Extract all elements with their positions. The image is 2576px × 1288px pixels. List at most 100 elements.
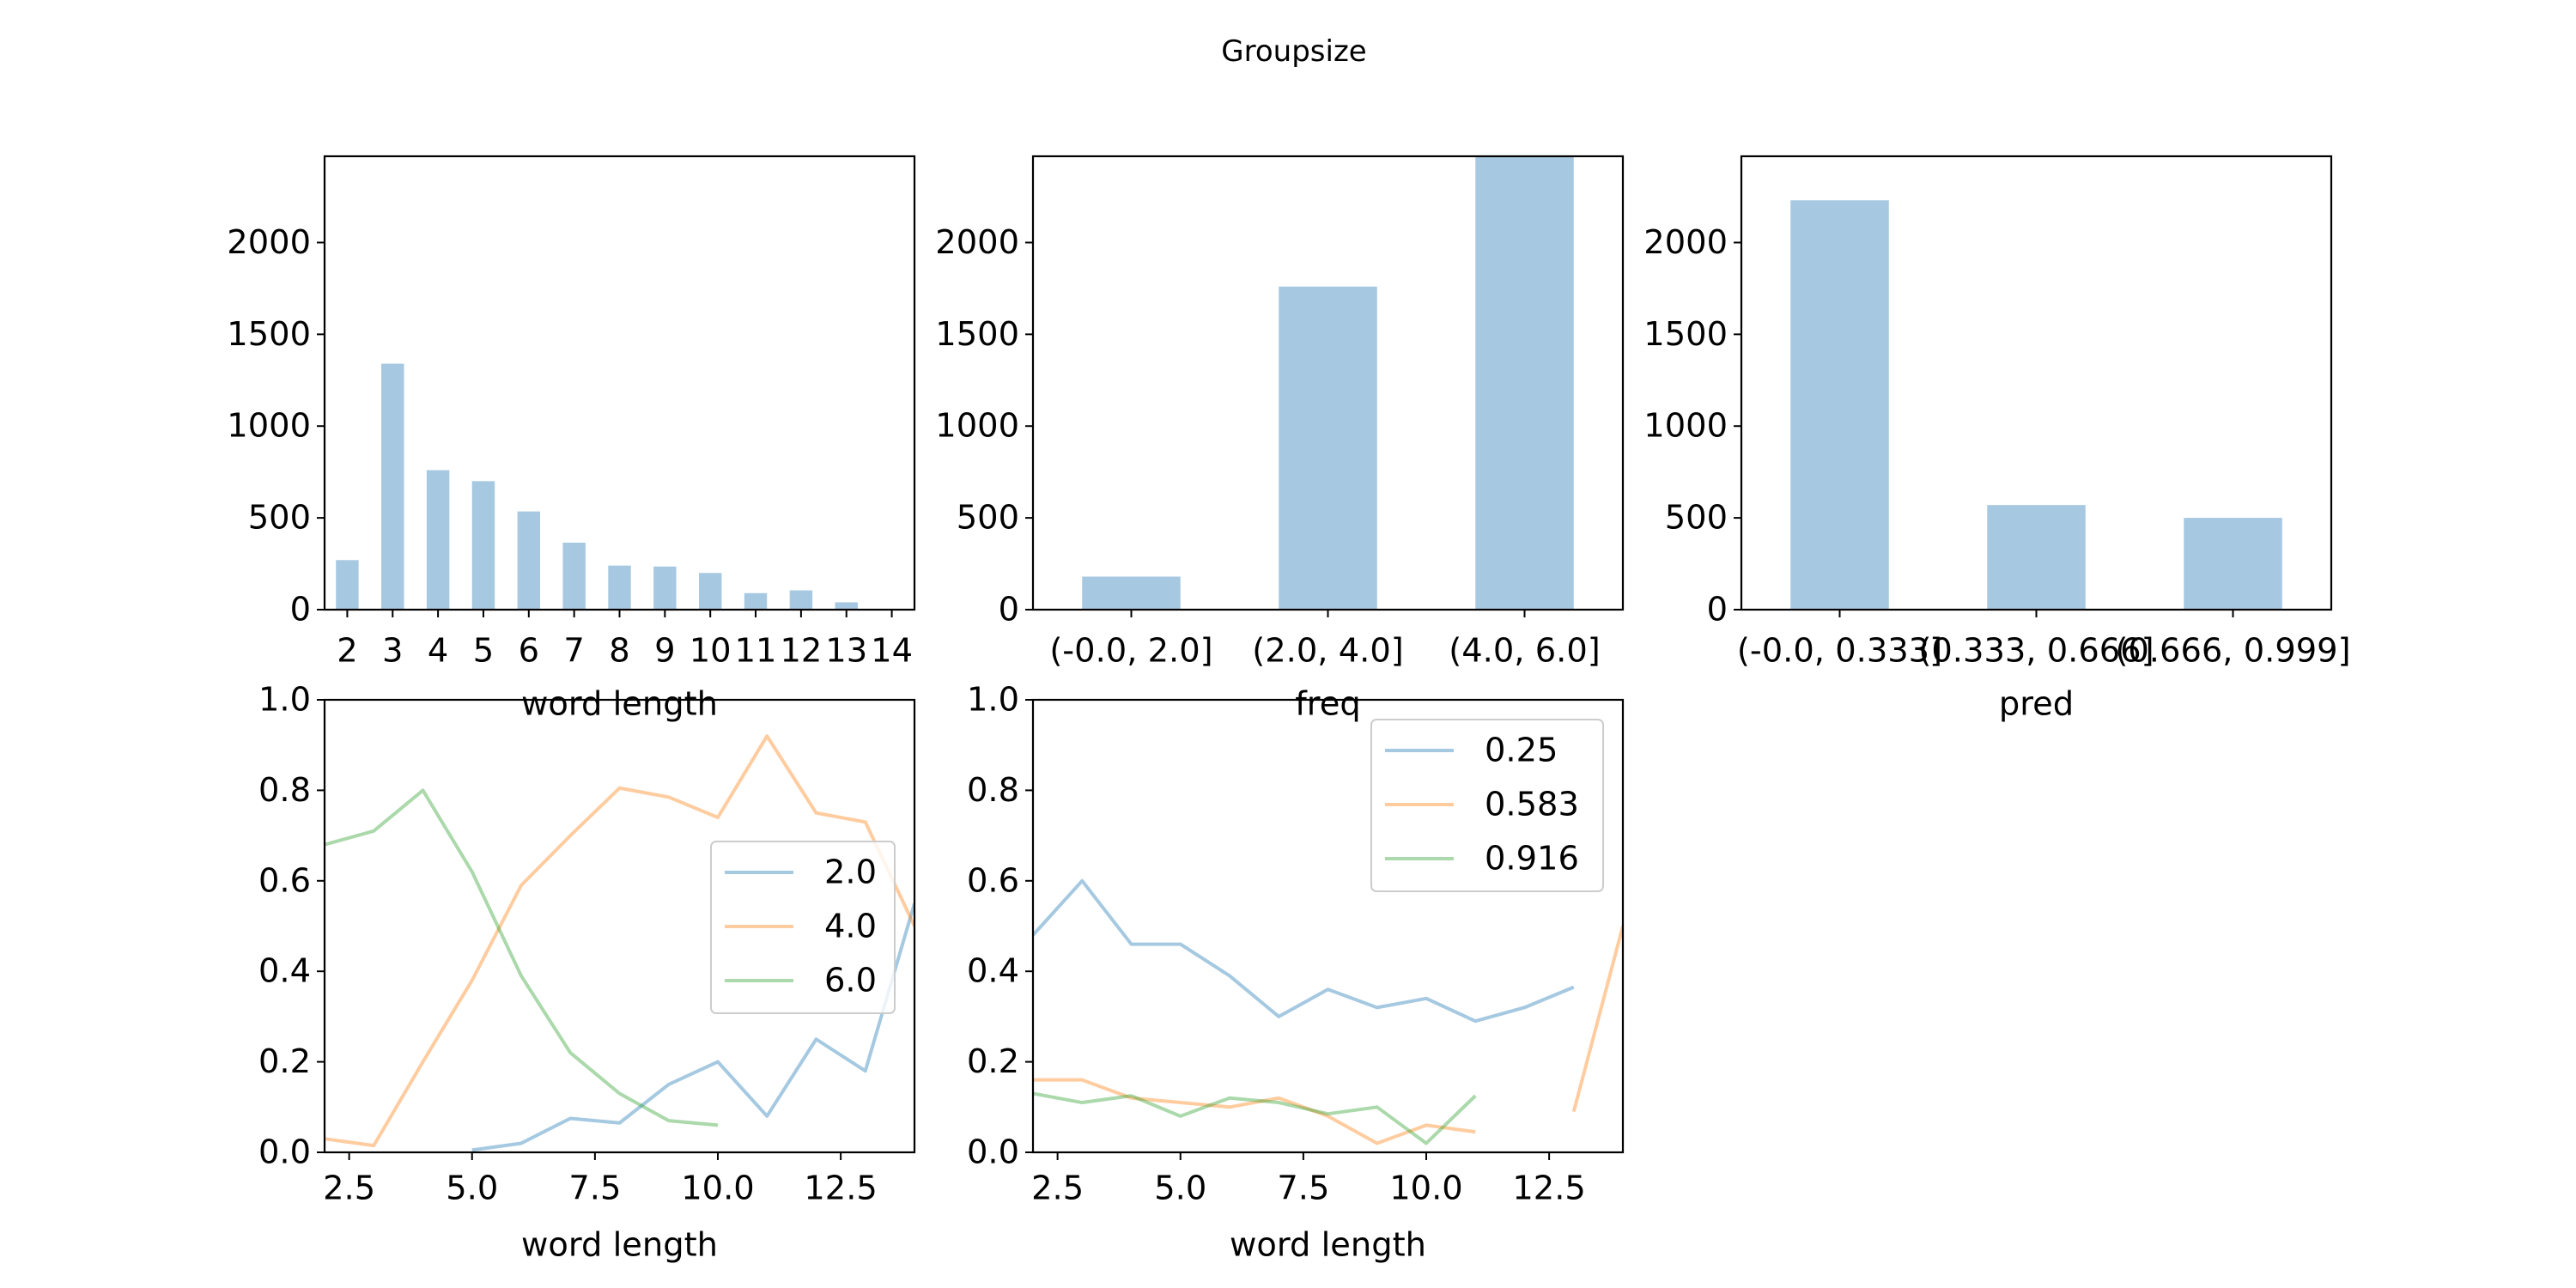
bar-chart-2: 0 500 1000 1500 2000 (-0.0, 2.0] (2.0, 4.0] (4.… — [935, 155, 1625, 724]
bar-(0.333, 0.666] — [1987, 505, 2086, 610]
bar-chart-3: 0 500 1000 1500 2000 (-0.0, 0.333](0.333, 0.6… — [1643, 155, 2351, 724]
y-tick-label: 1000 — [935, 407, 1019, 446]
bar-3 — [381, 363, 404, 610]
bar-(-0.0, 0.333] — [1790, 200, 1889, 610]
bar-chart-1: 0 500 1000 1500 2000 2 3 4 5 6 7 8 9 10 11 12 13 14 word l… — [227, 155, 916, 724]
x-tick-label: 12.5 — [1512, 1170, 1585, 1208]
y-tick-label: 0.2 — [258, 1042, 311, 1081]
x-axis-label: pred — [1999, 685, 2074, 724]
bar-13 — [835, 602, 858, 610]
y-tick-label: 0.4 — [967, 952, 1019, 991]
x-tick-label: 11 — [735, 632, 777, 671]
series-line-0.25 — [1033, 878, 1575, 1024]
series-line-2.0 — [471, 902, 914, 1152]
x-tick-label: 14 — [871, 632, 913, 671]
y-tick-label: 1000 — [1643, 407, 1728, 446]
bar-2 — [336, 560, 359, 610]
bar-(4.0, 6.0] — [1475, 156, 1574, 610]
legend-label-0.583: 0.583 — [1485, 786, 1579, 824]
axes-frame — [323, 698, 916, 1154]
x-tick-label: (-0.0, 2.0] — [1049, 632, 1212, 671]
y-tick-label: 0.6 — [258, 861, 311, 900]
axes-frame — [1031, 698, 1625, 1154]
x-tick-label: 10.0 — [681, 1170, 754, 1208]
bar-(-0.0, 2.0] — [1082, 576, 1181, 610]
x-tick-label: (0.666, 0.999] — [2115, 632, 2350, 671]
y-tick-label: 0.2 — [967, 1042, 1019, 1081]
y-tick-label: 0.0 — [258, 1133, 311, 1172]
y-tick-label: 0.8 — [258, 771, 311, 810]
legend-box — [1370, 719, 1604, 892]
legend: 2.0 4.0 6.0 — [710, 841, 896, 1014]
y-tick-label: 1.0 — [967, 681, 1019, 720]
bars — [336, 363, 858, 610]
y-tick-label: 1000 — [227, 407, 311, 446]
series-lines — [325, 734, 914, 1152]
y-tick-label: 2000 — [227, 223, 311, 262]
legend: 0.25 0.583 0.916 — [1370, 719, 1604, 892]
legend-label-2.0: 2.0 — [824, 854, 877, 892]
series-line-6.0 — [325, 788, 719, 1127]
x-axis-label: word length — [521, 1226, 718, 1265]
series-line-0.583 — [1033, 1078, 1476, 1145]
x-tick-label: 12 — [780, 632, 822, 671]
x-tick-label: 4 — [428, 632, 448, 671]
x-tick-label: 2 — [337, 632, 357, 671]
x-tick-label: 5.0 — [446, 1170, 498, 1208]
x-tick-label: 2.5 — [323, 1170, 375, 1208]
x-tick-label: 9 — [654, 632, 675, 671]
x-tick-label: 7 — [563, 632, 584, 671]
x-tick-label: 6 — [519, 632, 539, 671]
y-tick-label: 1500 — [935, 315, 1019, 354]
y-tick-label: 1500 — [227, 315, 311, 354]
x-tick-label: 5.0 — [1154, 1170, 1206, 1208]
x-axis-label: word length — [521, 685, 718, 724]
bar-12 — [789, 590, 813, 610]
axes-frame — [323, 155, 916, 611]
x-axis-label: freq — [1295, 685, 1360, 724]
bar-4 — [426, 470, 450, 610]
bar-6 — [517, 511, 541, 610]
x-tick-label: 7.5 — [568, 1170, 621, 1208]
line-chart-2: 0.0 0.2 0.4 0.6 0.8 1.0 2.5 5.0 7.5 10.0 12.5 word … — [967, 681, 1625, 1265]
x-tick-label: 13 — [825, 632, 867, 671]
y-tick-label: 2000 — [935, 223, 1019, 262]
bar-7 — [562, 542, 586, 610]
bar-9 — [653, 566, 677, 610]
x-tick-label: 3 — [382, 632, 403, 671]
bar-8 — [608, 565, 631, 610]
y-tick-label: 2000 — [1643, 223, 1728, 262]
series-line-4.0 — [325, 734, 914, 1148]
x-axis-label: word length — [1230, 1226, 1426, 1265]
x-tick-label: 8 — [609, 632, 629, 671]
x-tick-label: (0.333, 0.666] — [1918, 632, 2154, 671]
bar-11 — [744, 592, 768, 610]
y-tick-label: 500 — [957, 499, 1019, 538]
y-tick-label: 1.0 — [258, 681, 311, 720]
series-lines — [1033, 878, 1623, 1145]
series-line-0.583 — [1571, 925, 1623, 1113]
y-tick-label: 0.6 — [967, 861, 1019, 900]
legend-label-0.25: 0.25 — [1485, 732, 1558, 770]
figure-title: Groupsize — [1221, 34, 1366, 69]
x-tick-label: (2.0, 4.0] — [1252, 632, 1403, 671]
x-tick-label: (4.0, 6.0] — [1449, 632, 1600, 671]
legend-label-6.0: 6.0 — [824, 962, 877, 1000]
line-chart-1: 0.0 0.2 0.4 0.6 0.8 1.0 2.5 5.0 7.5 10.0 12.5 word … — [258, 681, 916, 1265]
series-line-0.916 — [1033, 1091, 1477, 1145]
x-tick-label: 7.5 — [1277, 1170, 1329, 1208]
legend-label-0.916: 0.916 — [1485, 840, 1579, 878]
y-tick-label: 0.0 — [967, 1133, 1019, 1172]
y-tick-label: 500 — [1665, 499, 1728, 538]
y-tick-label: 0 — [1707, 591, 1728, 629]
y-tick-label: 0.8 — [967, 771, 1019, 810]
x-tick-label: 10 — [690, 632, 732, 671]
y-tick-label: 0 — [290, 591, 311, 629]
bars — [1082, 156, 1574, 610]
x-tick-label: (-0.0, 0.333] — [1737, 632, 1942, 671]
y-tick-label: 1500 — [1643, 315, 1728, 354]
bars — [1790, 200, 2282, 610]
bar-(0.666, 0.999] — [2184, 518, 2282, 610]
legend-box — [710, 841, 896, 1014]
